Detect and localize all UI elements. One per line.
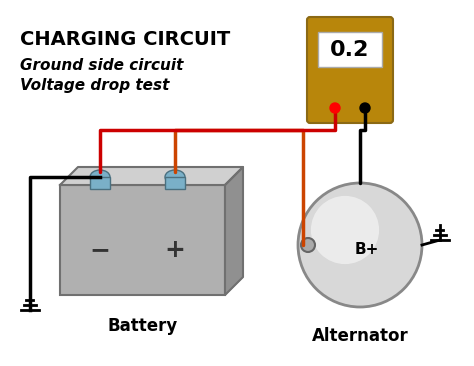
Ellipse shape [90, 170, 110, 184]
Text: −: − [90, 238, 110, 262]
Text: Battery: Battery [108, 317, 178, 335]
Text: Voltage drop test: Voltage drop test [20, 78, 169, 93]
Circle shape [360, 103, 370, 113]
Circle shape [298, 183, 422, 307]
Circle shape [330, 103, 340, 113]
Text: 0.2: 0.2 [330, 40, 370, 60]
Text: CHARGING CIRCUIT: CHARGING CIRCUIT [20, 30, 230, 49]
Polygon shape [60, 167, 243, 185]
Bar [60, 185, 225, 295]
Text: Alternator: Alternator [311, 327, 409, 345]
Bar [90, 177, 110, 189]
Text: B+: B+ [355, 243, 379, 258]
Ellipse shape [165, 170, 185, 184]
Text: Ground side circuit: Ground side circuit [20, 58, 183, 73]
Circle shape [311, 196, 379, 264]
Circle shape [301, 238, 315, 252]
Bar [318, 32, 382, 67]
Bar [165, 177, 185, 189]
FancyBboxPatch shape [307, 17, 393, 123]
Polygon shape [225, 167, 243, 295]
Text: +: + [164, 238, 185, 262]
